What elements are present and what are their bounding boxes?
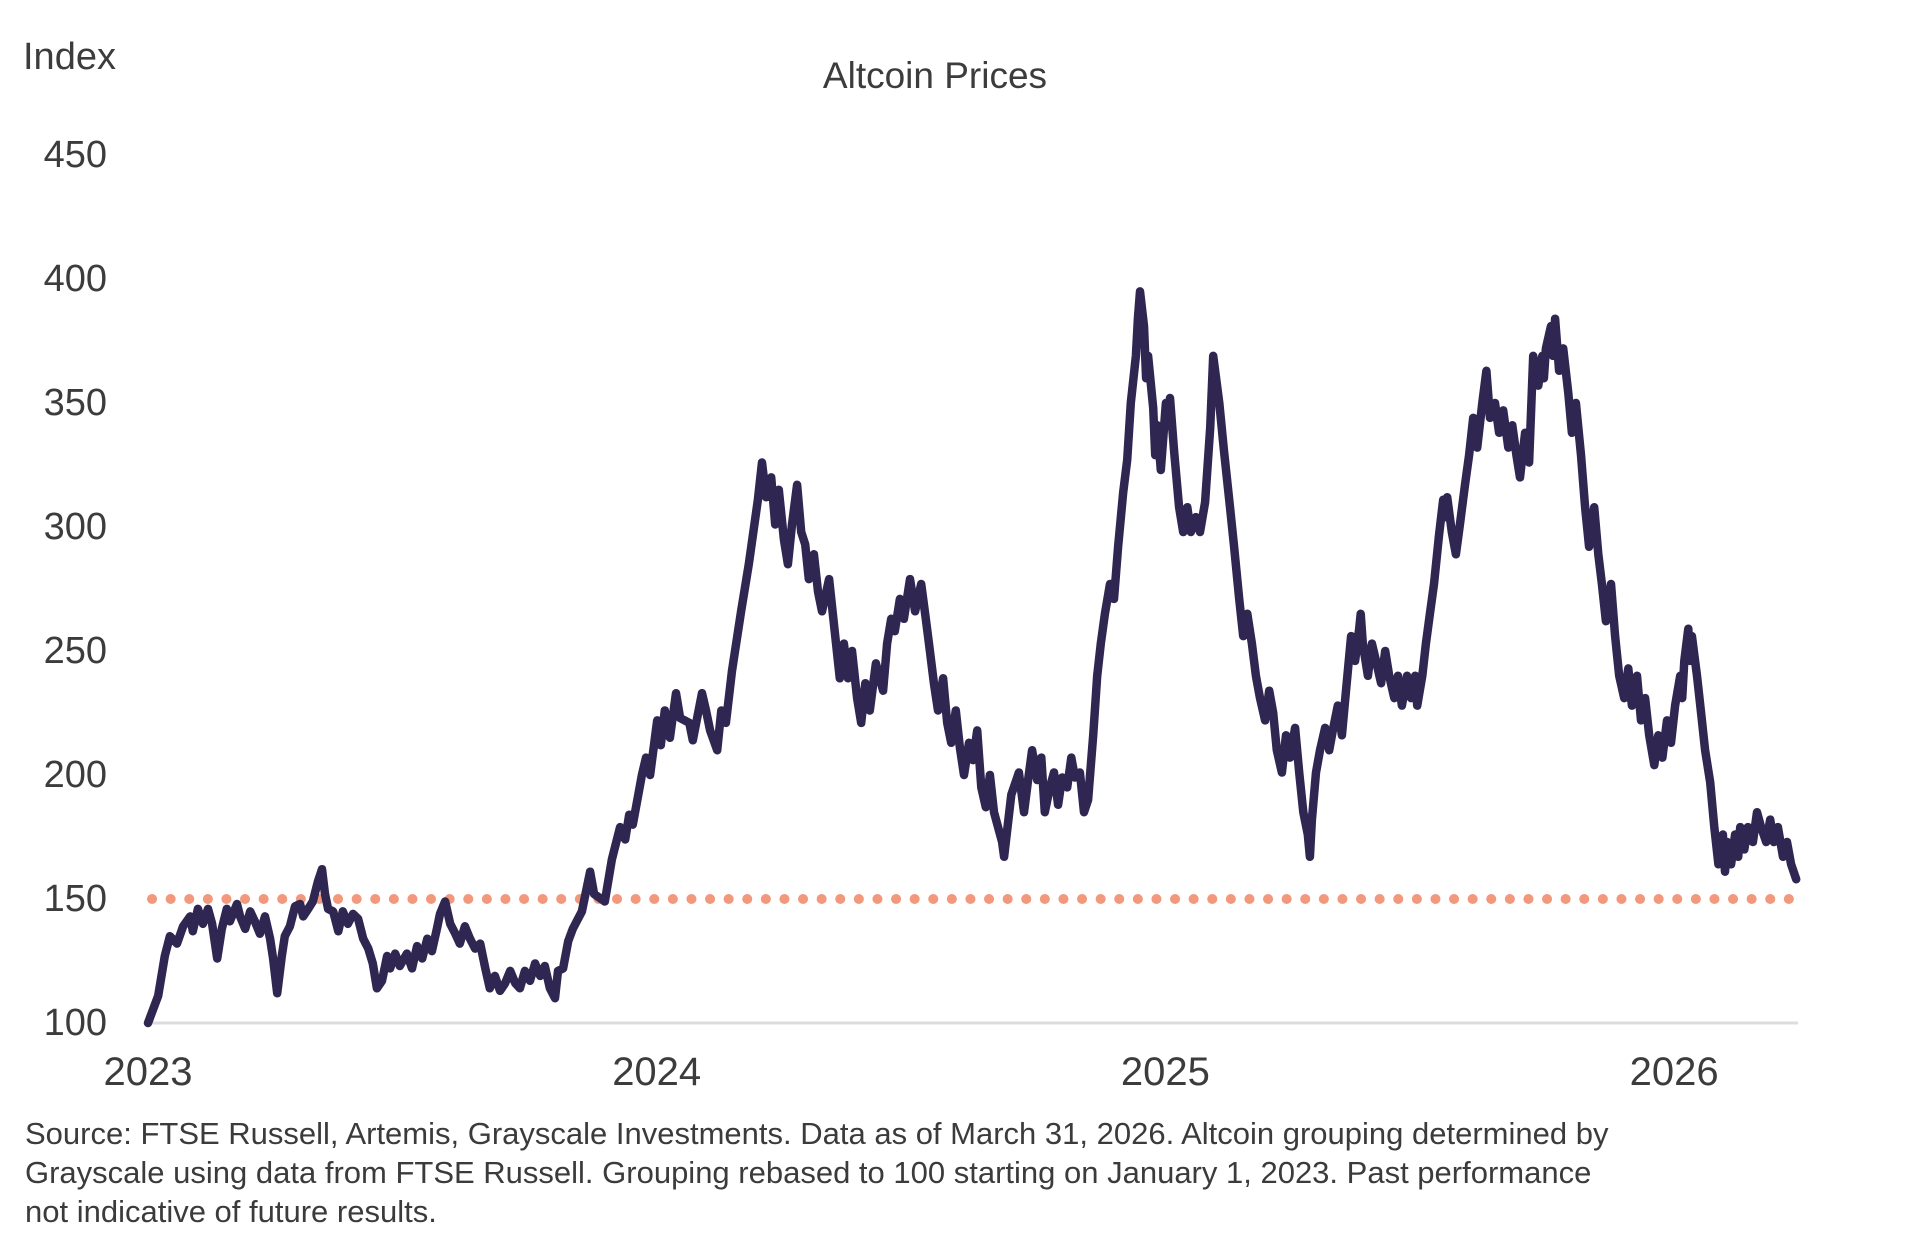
y-axis-unit-label: Index [23,36,116,78]
y-tick-label: 250 [43,630,107,672]
y-tick-label: 400 [43,258,107,300]
x-tick-label: 2026 [1629,1050,1719,1094]
y-tick-label: 350 [43,382,107,424]
x-tick-label: 2025 [1120,1050,1210,1094]
y-tick-label: 100 [43,1002,107,1044]
x-tick-label: 2023 [103,1050,193,1094]
y-tick-label: 300 [43,506,107,548]
y-tick-label: 150 [43,878,107,920]
y-tick-label: 450 [43,134,107,176]
chart-layers [143,287,1801,1028]
source-note: Source: FTSE Russell, Artemis, Grayscale… [25,1114,1845,1231]
y-tick-label: 200 [43,754,107,796]
source-note-line: not indicative of future results. [25,1194,437,1229]
source-note-line: Grayscale using data from FTSE Russell. … [25,1155,1592,1190]
x-tick-label: 2024 [612,1050,702,1094]
source-note-line: Source: FTSE Russell, Artemis, Grayscale… [25,1116,1609,1151]
altcoin-price-line [143,287,1801,1028]
chart-title: Altcoin Prices [822,55,1048,96]
